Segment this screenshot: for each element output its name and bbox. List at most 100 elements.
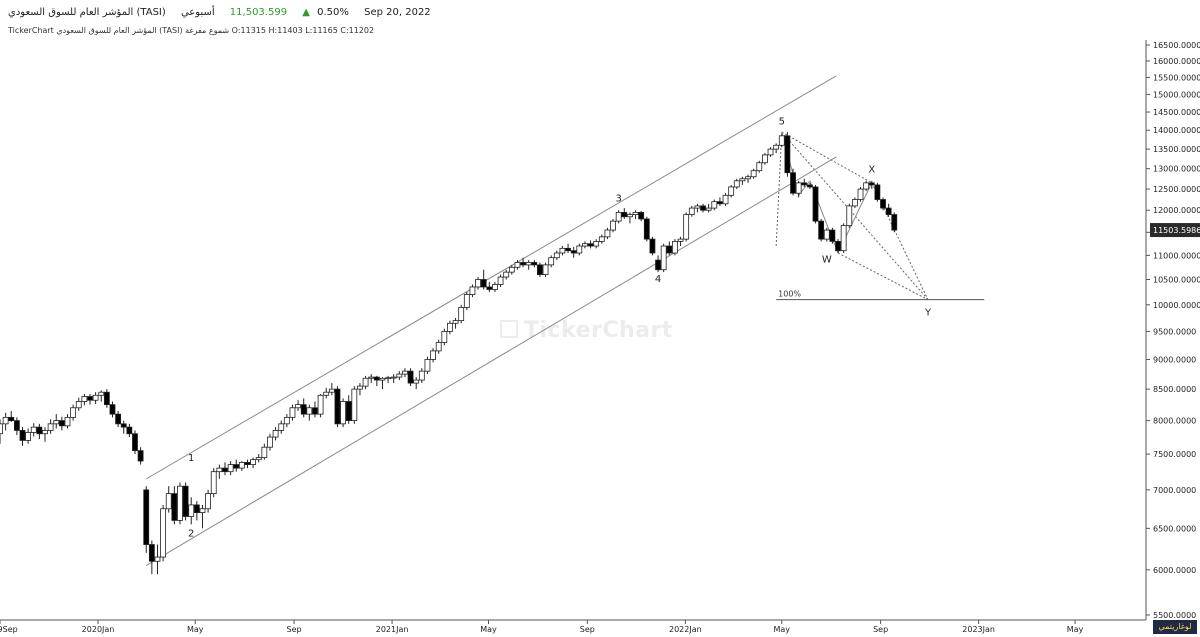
x-tick-label: May (1067, 625, 1084, 634)
last-price-tag-label: 11503.5986 (1153, 226, 1200, 235)
y-tick-label: 12000.0000 (1153, 206, 1200, 215)
candle-body (739, 178, 746, 182)
wave-label: Y (924, 307, 932, 318)
candle-body (328, 388, 335, 393)
candle-body (531, 262, 538, 266)
legend-row: TickerChart المؤشر العام للسوق السعودي (… (8, 26, 374, 35)
y-tick-label: 9000.0000 (1153, 355, 1196, 364)
candle-body (452, 320, 459, 324)
interval-label[interactable]: أسبوعي (180, 7, 215, 18)
candle-body (238, 462, 245, 469)
y-tick-label: 14500.0000 (1153, 108, 1200, 117)
candle-body (255, 457, 262, 461)
candle-body (300, 404, 307, 415)
candle-body (53, 420, 60, 425)
chart-header: المؤشر العام للسوق السعودي (TASI) أسبوعي… (8, 4, 908, 38)
candle-body (677, 238, 684, 242)
candle-body (92, 394, 99, 401)
candle-body (655, 259, 661, 271)
candle-body (621, 211, 628, 218)
candle-body (784, 135, 791, 174)
candle-body (598, 236, 605, 242)
candle-body (216, 467, 223, 473)
candle-body (25, 432, 32, 441)
candle-body (649, 238, 656, 254)
candle-body (615, 211, 622, 222)
log-scale-button[interactable]: لوغاريتمي (1153, 620, 1197, 634)
candle-body (120, 423, 127, 428)
candle-body (722, 194, 729, 205)
candle-body (188, 504, 195, 517)
y-tick-label: 13000.0000 (1153, 165, 1200, 174)
candle-body (334, 388, 341, 425)
y-tick-label: 8000.0000 (1153, 417, 1196, 426)
wave-label: 1 (188, 453, 194, 464)
x-axis[interactable]: 2019Sep 2020Jan May Sep 2021Jan May Sep 2022Jan… (0, 620, 1084, 634)
candle-body (688, 207, 695, 215)
candle-body (267, 436, 273, 448)
y-tick-label: 6000.0000 (1153, 566, 1196, 575)
candle-body (508, 266, 515, 273)
candle-body (435, 342, 442, 352)
candle-body (486, 286, 493, 290)
candle-body (109, 404, 116, 415)
candle-body (8, 416, 15, 421)
candle-body (70, 407, 77, 418)
candle-body (604, 229, 611, 238)
candle-body (64, 416, 71, 427)
candle-body (801, 182, 808, 186)
candle-body (717, 201, 723, 205)
candle-body (250, 459, 256, 465)
candles (0, 132, 898, 575)
header-row-1: المؤشر العام للسوق السعودي (TASI) أسبوعي… (8, 7, 443, 18)
candle-body (2, 416, 9, 425)
candle-body (295, 404, 301, 409)
x-tick-label: May (187, 625, 204, 634)
watermark-text: TickerChart (524, 318, 673, 343)
candle-body (103, 391, 110, 406)
candle-body (368, 376, 375, 379)
candle-body (87, 396, 93, 401)
candle-body (480, 279, 487, 288)
candle-body (357, 385, 363, 390)
candle-body (210, 471, 217, 494)
candle-body (317, 394, 324, 415)
symbol-name: المؤشر العام للسوق السعودي (TASI) (8, 7, 166, 18)
x-tick-label: Sep (287, 625, 302, 634)
candle-body (418, 370, 425, 381)
y-tick-label: 9500.0000 (1153, 327, 1196, 336)
lower-channel (145, 156, 837, 566)
candle-body (289, 407, 296, 418)
candle-body (756, 162, 763, 172)
candle-body (683, 214, 690, 240)
candle-body (475, 279, 481, 288)
y-tick-label: 8500.0000 (1153, 385, 1196, 394)
up-arrow-icon: ▲ (302, 7, 310, 18)
y-tick-label: 7500.0000 (1153, 450, 1196, 459)
candle-body (660, 245, 667, 271)
y-tick-label: 10000.0000 (1153, 301, 1200, 310)
candle-body (463, 294, 470, 308)
change-percent: 0.50% (317, 7, 349, 18)
candle-body (790, 172, 796, 194)
candle-body (672, 241, 678, 254)
ray-w-y (837, 252, 929, 301)
y-axis[interactable]: 16500.0000 16000.0000 15500.0000 15000.0000… (1146, 41, 1200, 620)
candle-body (222, 467, 228, 473)
candle-body (632, 211, 639, 215)
x-tick-label: 2022Jan (669, 625, 702, 634)
candle-body (407, 370, 414, 384)
candle-body (548, 257, 555, 266)
candle-body (362, 377, 369, 387)
candle-body (576, 245, 583, 254)
x-tick-label: 2019Sep (0, 625, 18, 634)
candle-body (525, 262, 532, 266)
candle-body (306, 407, 313, 415)
x-tick-label: 2020Jan (82, 625, 115, 634)
wave-label: 4 (655, 274, 661, 285)
candle-body (278, 423, 285, 431)
candle-body (160, 508, 167, 558)
y-tick-label: 16500.0000 (1153, 41, 1200, 50)
last-price-tag (1150, 223, 1200, 238)
